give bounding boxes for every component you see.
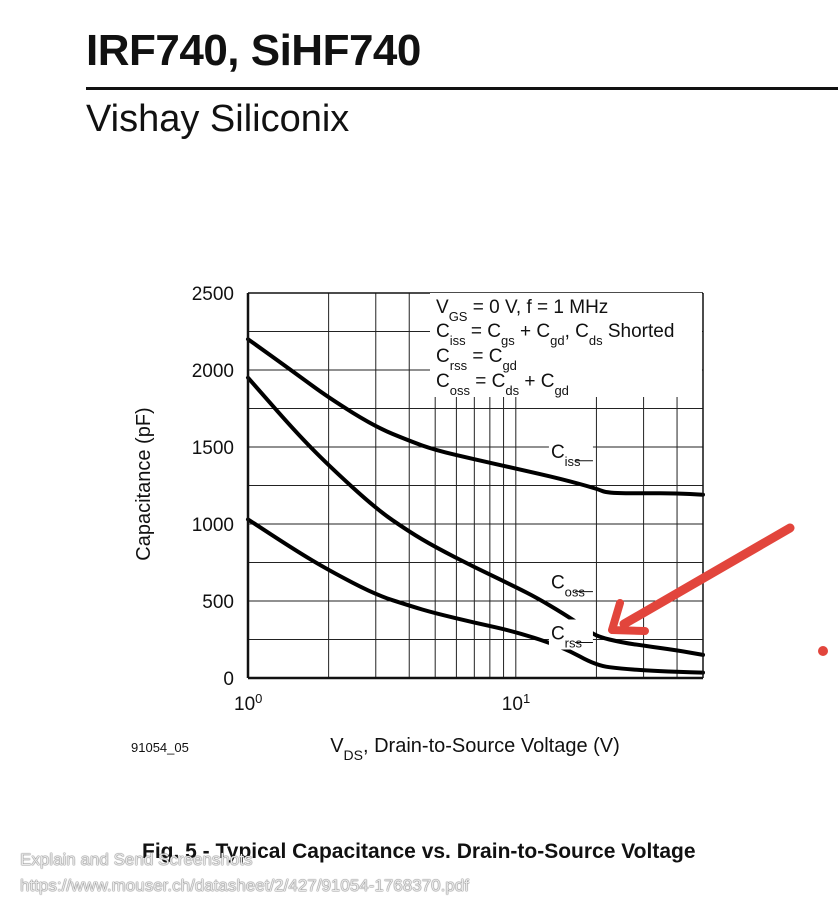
document-subtitle: Vishay Siliconix bbox=[86, 98, 350, 140]
document-title: IRF740, SiHF740 bbox=[86, 26, 421, 75]
y-tick-label: 2500 bbox=[192, 284, 234, 305]
y-tick-label: 2000 bbox=[192, 361, 234, 382]
y-tick-label: 500 bbox=[202, 592, 234, 613]
y-tick-label: 0 bbox=[223, 669, 234, 690]
x-tick-label: 101 bbox=[502, 691, 530, 716]
y-tick-label: 1500 bbox=[192, 438, 234, 459]
series-crss bbox=[246, 517, 705, 675]
source-url[interactable]: https://www.mouser.ch/datasheet/2/427/91… bbox=[20, 876, 469, 895]
title-rule bbox=[86, 87, 838, 90]
red-arrow-annotation bbox=[608, 523, 795, 635]
chart-axes: 0 500 1000 1500 2000 2500 100 101 bbox=[192, 284, 704, 716]
app-overlay-label: Explain and Send Screenshots bbox=[20, 850, 253, 869]
arrow-shaft bbox=[619, 523, 795, 629]
series-label-ciss: Ciss bbox=[551, 442, 581, 469]
label-bg-coss bbox=[548, 568, 593, 599]
y-axis-label: Capacitance (pF) bbox=[133, 407, 155, 560]
series-label-crss: Crss bbox=[551, 624, 583, 651]
arrow-head bbox=[608, 599, 649, 635]
x-tick-label: 100 bbox=[234, 691, 262, 716]
label-bg-crss bbox=[548, 619, 593, 650]
x-axis-label: VDS, Drain-to-Source Voltage (V) bbox=[330, 735, 620, 763]
series-ciss bbox=[246, 337, 705, 497]
figure-id: 91054_05 bbox=[131, 740, 189, 755]
conditions-box bbox=[430, 293, 702, 397]
series-coss bbox=[246, 375, 705, 657]
label-bg-ciss bbox=[548, 437, 593, 468]
red-dot-marker bbox=[818, 646, 828, 656]
figure-caption: Fig. 5 - Typical Capacitance vs. Drain-t… bbox=[142, 840, 696, 863]
y-tick-label: 1000 bbox=[192, 515, 234, 536]
